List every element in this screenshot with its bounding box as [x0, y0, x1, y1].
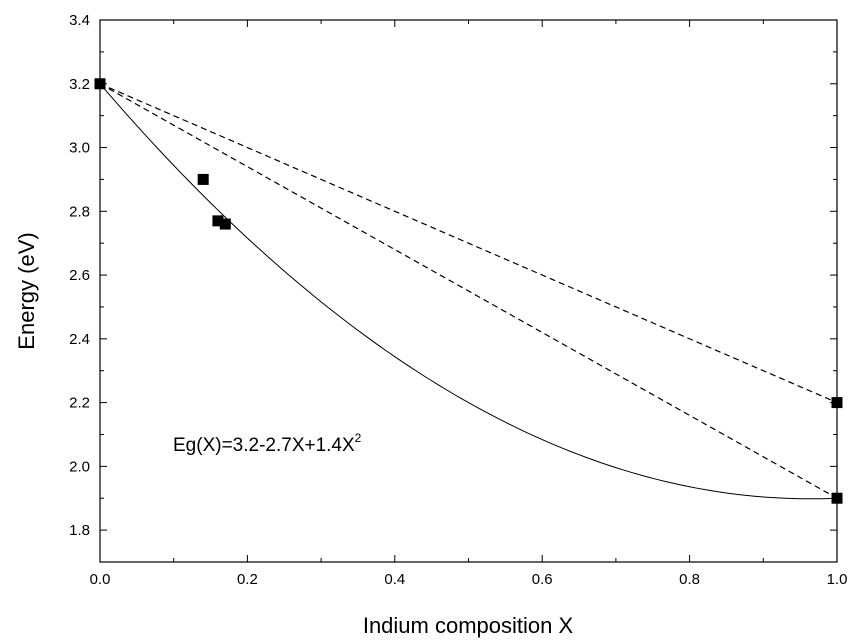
- x-axis-title: Indium composition X: [363, 613, 574, 638]
- x-tick-label: 0.8: [679, 571, 700, 588]
- dashed-line: [99, 83, 838, 499]
- fit-curve: [99, 83, 838, 500]
- y-tick-label: 2.8: [69, 203, 90, 220]
- y-tick-label: 1.8: [69, 522, 90, 539]
- x-tick-label: 0.6: [532, 571, 553, 588]
- y-tick-label: 2.4: [69, 331, 90, 348]
- dashed-line: [99, 83, 838, 404]
- x-tick-label: 0.0: [90, 571, 111, 588]
- x-tick-label: 1.0: [827, 571, 848, 588]
- plot-frame: [99, 19, 838, 563]
- data-point: [197, 173, 209, 185]
- y-tick-label: 2.0: [69, 458, 90, 475]
- y-tick-label: 2.2: [69, 395, 90, 412]
- fit-equation-annotation: Eg(X)=3.2-2.7X+1.4X2: [173, 431, 362, 456]
- x-tick-label: 0.4: [384, 571, 405, 588]
- y-tick-label: 3.2: [69, 76, 90, 93]
- y-tick-label: 2.6: [69, 267, 90, 284]
- data-point: [219, 218, 231, 230]
- tick-labels: 0.0 0.2 0.4 0.6 0.8 1.0 1.8 2.0 2.2 2.4 2.6 2.8 3.0 3…: [69, 12, 847, 588]
- y-tick-label: 3.4: [69, 12, 90, 29]
- plot-lines: [99, 83, 838, 500]
- y-tick-label: 3.0: [69, 140, 90, 157]
- x-tick-label: 0.2: [237, 571, 258, 588]
- data-point: [212, 215, 224, 227]
- y-axis-title: Energy (eV): [14, 232, 39, 349]
